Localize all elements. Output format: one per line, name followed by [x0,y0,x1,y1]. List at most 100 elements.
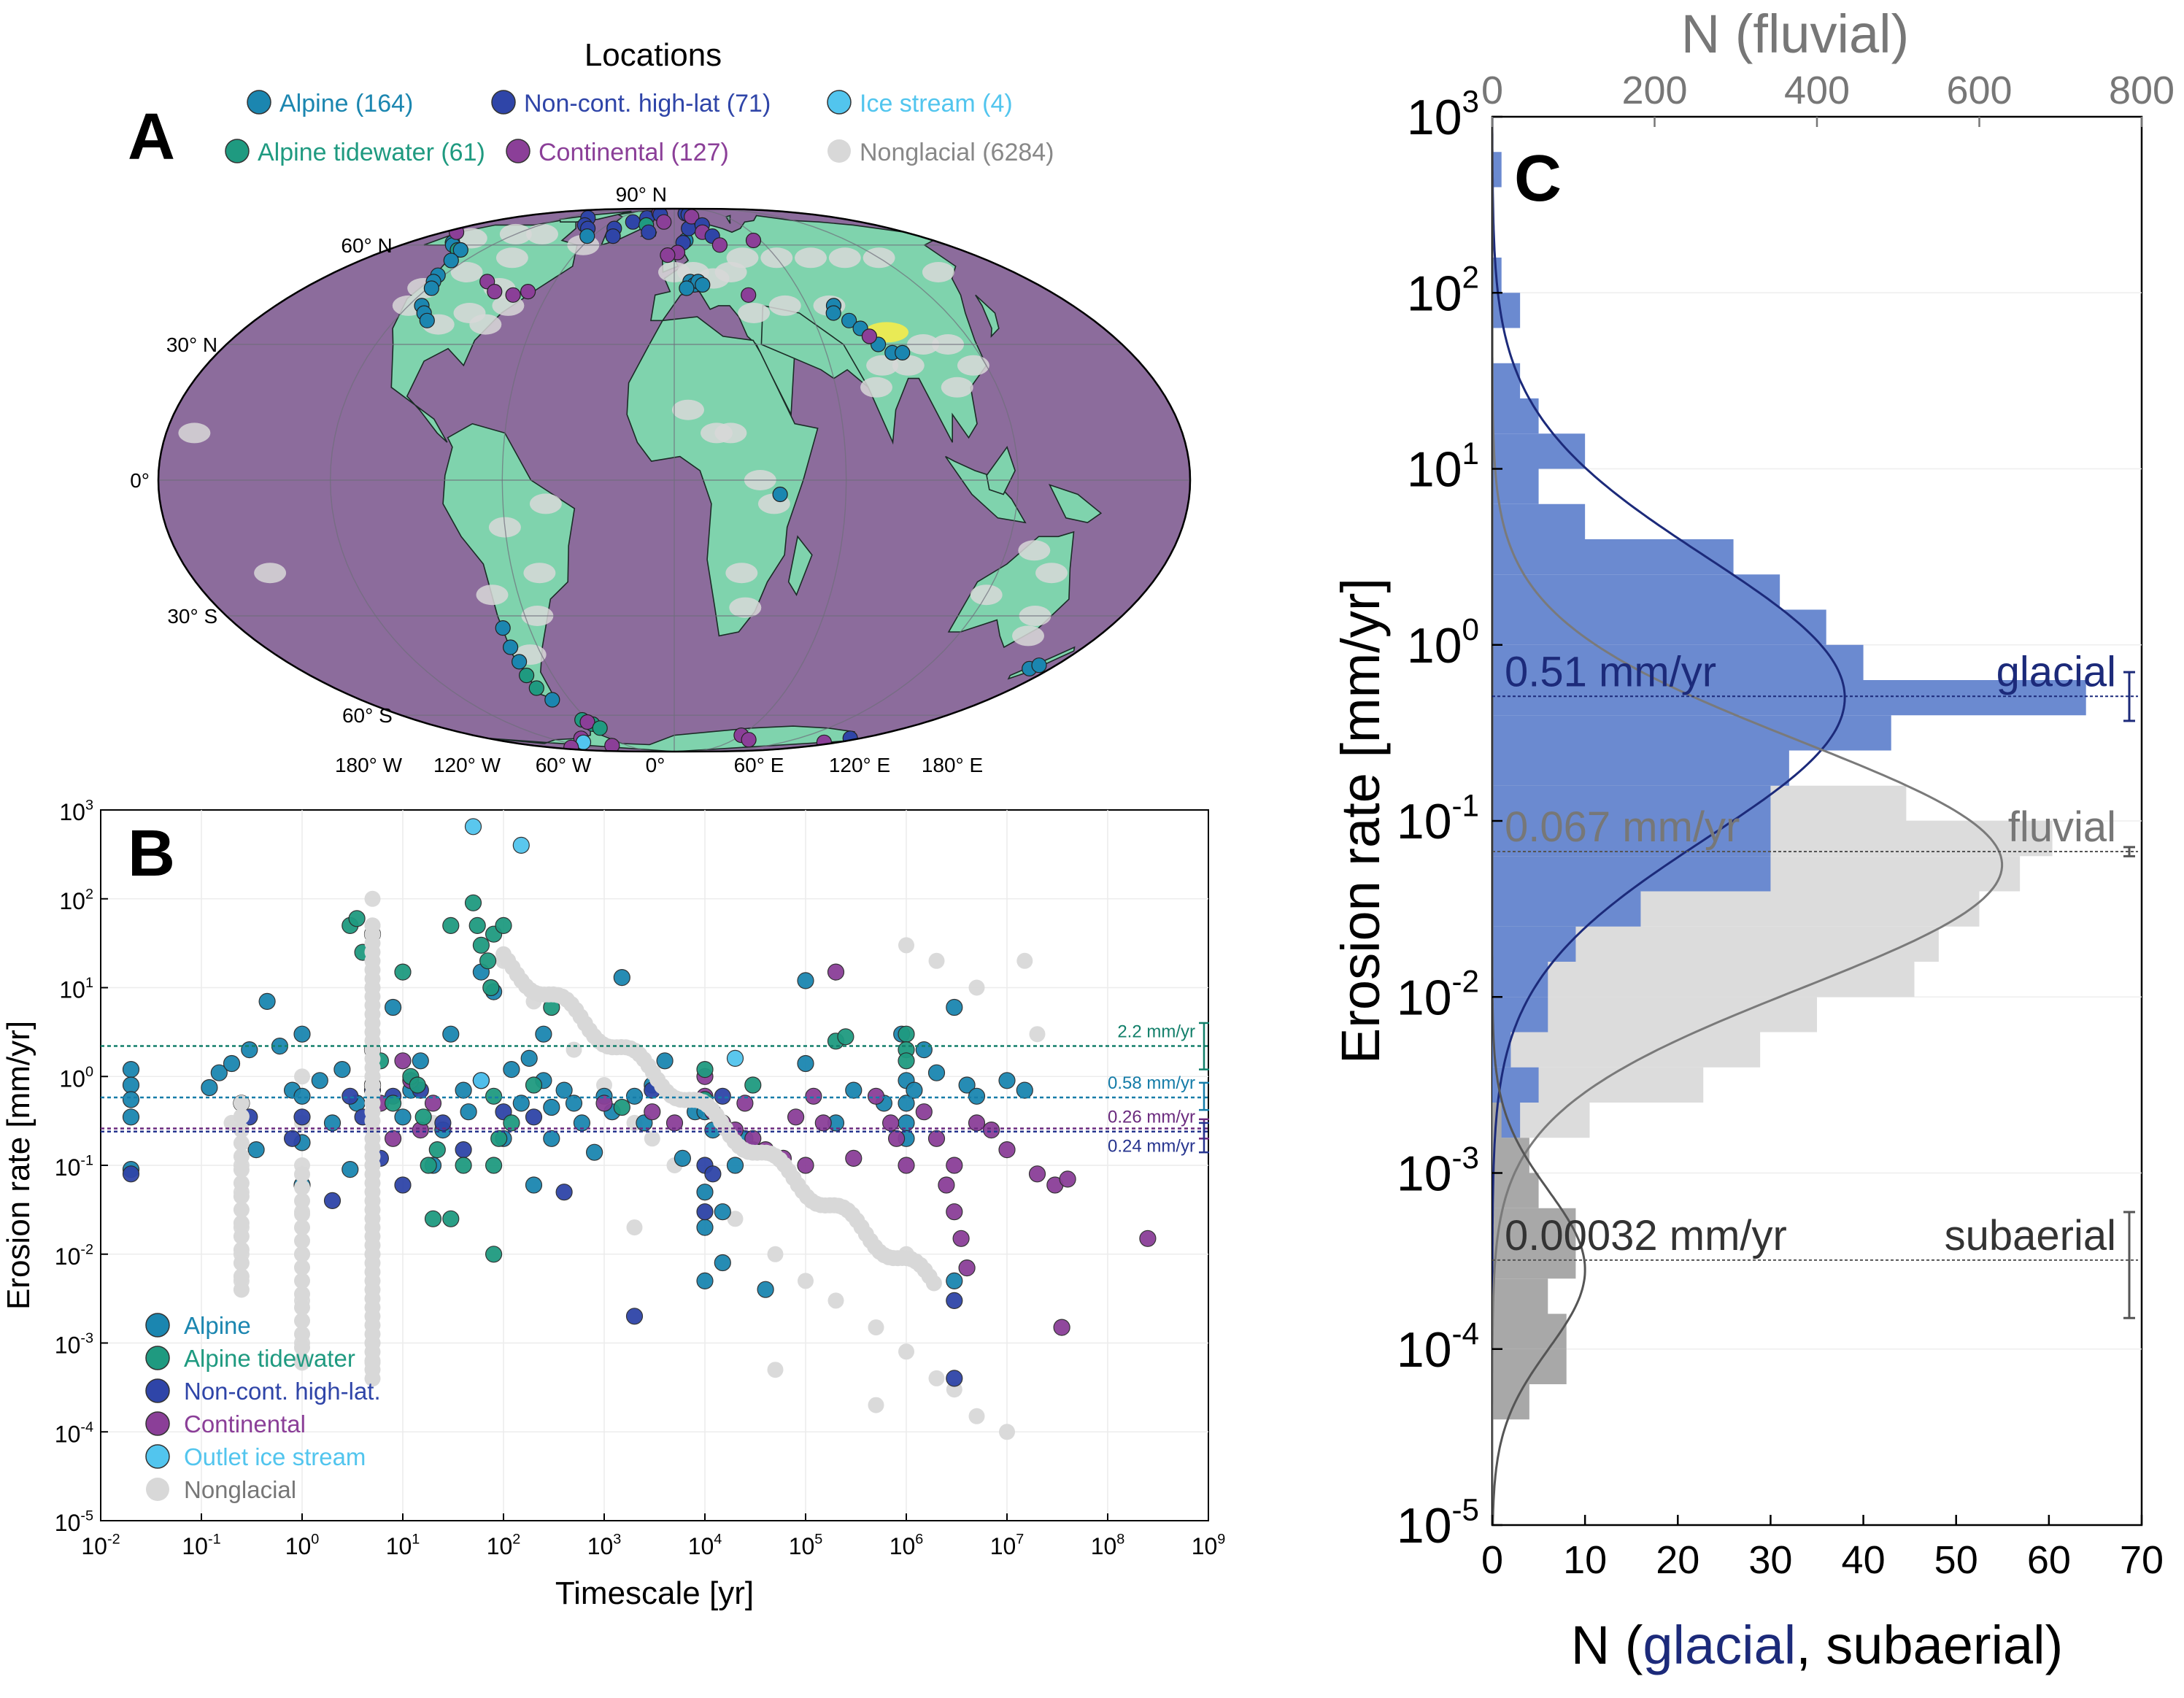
x-tick-label: 104 [688,1532,722,1559]
y-tick-label: 10-2 [1397,965,1479,1026]
data-point-nonglacial [294,1259,310,1276]
data-point-continental [394,1052,412,1070]
nonglacial-site-cluster [729,597,762,618]
site-marker-continental [579,714,595,730]
meridian-line [329,209,675,752]
data-point-continental [958,1259,976,1277]
data-point-noncont [122,1165,140,1183]
data-point-nonglacial [233,1268,250,1285]
x-tick-label: 10-1 [182,1532,220,1559]
legend-label-alpine_tidewater: Alpine tidewater [184,1345,355,1372]
data-point-alpine [210,1064,228,1081]
data-point-alpine_tidewater [464,894,482,911]
lat-label: 30° S [167,605,217,628]
data-point-nonglacial [294,1352,310,1369]
site-marker-alpine [544,692,560,708]
y-tick-label: 10-4 [55,1419,93,1447]
site-marker-continental [816,734,833,750]
legend-label-alpine: Alpine (164) [279,90,413,117]
site-marker-alpine_tidewater [528,680,544,696]
x-tick-label-bottom: 30 [1748,1538,1792,1582]
data-point-alpine_tidewater [525,1076,543,1094]
data-point-noncont [323,1192,342,1210]
data-point-continental [1028,1165,1046,1183]
x-tick-label-bottom: 20 [1656,1538,1699,1582]
data-point-alpine [656,1052,674,1070]
data-point-noncont [555,1184,573,1201]
data-point-continental [867,1087,885,1105]
data-point-nonglacial [233,1122,250,1138]
data-point-nonglacial [925,1275,942,1292]
data-point-alpine [460,1103,477,1121]
data-point-alpine [726,1157,744,1174]
panel-b-grid [101,810,1208,1521]
data-point-alpine [946,1272,963,1290]
continent-new-guinea [1048,484,1103,524]
nonglacial-site-cluster [672,399,704,420]
data-point-nonglacial [827,1292,844,1309]
legend-marker-ice_stream [145,1444,170,1469]
data-point-alpine_tidewater [472,936,490,954]
lon-label: 60° E [734,754,784,776]
median-value-fluvial: 0.067 mm/yr [1505,803,1740,851]
median-value-subaerial: 0.00032 mm/yr [1505,1212,1787,1259]
glacial-bar [1492,398,1539,434]
x-tick-label-bottom: 0 [1481,1538,1503,1582]
data-point-alpine_tidewater [428,1141,446,1159]
data-point-nonglacial [928,1370,945,1386]
series-ice_stream [464,818,744,1089]
glacial-bar [1492,926,1576,962]
y-tick-label: 10-2 [55,1241,93,1269]
glacial-bar [1492,503,1586,539]
data-point-alpine [845,1081,863,1099]
site-marker-alpine_tidewater [518,667,535,684]
data-point-continental [384,1130,402,1147]
site-marker-continental [711,237,728,253]
legend-marker-noncont [491,90,516,115]
fluvial-bar [1492,962,1915,997]
data-point-alpine_tidewater [482,979,500,997]
map-axis-labels: 90° N 60° N 30° N 0° 30° S 60° S 180° W 120° W 6… [130,183,983,776]
subaerial-bar [1492,1278,1548,1314]
nonglacial-site-cluster [828,247,861,269]
data-point-alpine [525,1176,543,1194]
data-point-nonglacial [868,1319,884,1336]
nonglacial-site-cluster [178,422,211,444]
legend-marker-nonglacial [827,139,851,163]
data-point-alpine_tidewater [455,1157,472,1174]
data-point-alpine_tidewater [414,1108,432,1126]
data-point-alpine_tidewater [468,916,486,935]
nonglacial-site-cluster [469,314,502,335]
x-tick-label-bottom: 70 [2120,1538,2164,1582]
site-marker-alpine [423,280,440,296]
data-point-noncont [293,1108,311,1126]
data-point-alpine [915,1041,933,1059]
y-tick-label: 100 [59,1064,93,1092]
fit-curve-subaerial [1492,117,1586,1525]
data-point-alpine_tidewater [442,1210,460,1227]
fit-curve-glacial [1492,117,1846,1525]
data-point-nonglacial [294,1273,310,1289]
data-point-continental [946,1203,963,1221]
site-marker-alpine [452,242,468,258]
locations-legend-title: Locations [584,37,722,73]
lon-label: 180° E [922,754,983,776]
site-marker-alpine [419,312,435,328]
lat-label: 90° N [616,183,667,206]
data-point-alpine [311,1072,328,1089]
data-point-alpine [384,998,402,1016]
glacial-bar [1492,785,1771,821]
data-point-alpine [293,1025,311,1043]
data-point-alpine_tidewater [394,963,412,981]
data-point-nonglacial [364,890,381,907]
data-point-alpine [968,1087,986,1105]
data-point-nonglacial [928,952,945,969]
glacial-bar [1492,609,1826,645]
legend-marker-alpine_tidewater [145,1346,170,1370]
site-marker-alpine_tidewater [592,720,608,736]
nonglacial-site-cluster [476,584,509,606]
locations-legend: Alpine (164) Non-cont. high-lat (71) Ice s… [225,90,1054,166]
y-tick-label: 10-1 [55,1153,93,1181]
data-point-alpine_tidewater [613,1098,630,1116]
site-marker-noncont [842,730,858,746]
